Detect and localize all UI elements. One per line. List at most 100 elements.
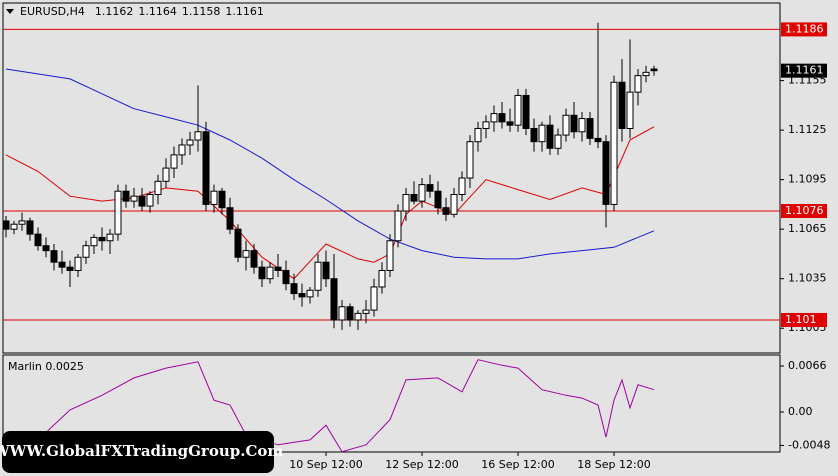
candle-body bbox=[378, 269, 386, 288]
candle-body bbox=[290, 283, 298, 295]
candle-body bbox=[458, 177, 466, 196]
y-tick-label: 1.1035 bbox=[788, 272, 827, 285]
x-tick-label: 10 Sep 12:00 bbox=[289, 458, 362, 471]
candle-body bbox=[306, 289, 314, 298]
plot-area bbox=[2, 2, 781, 354]
candle-body bbox=[50, 250, 58, 263]
candle-body bbox=[98, 236, 106, 242]
candle-body bbox=[642, 71, 650, 77]
candle-body bbox=[618, 81, 626, 129]
candle-body bbox=[522, 94, 530, 129]
candle-body bbox=[530, 127, 538, 143]
candle-body bbox=[202, 131, 210, 205]
candle-body bbox=[370, 286, 378, 311]
candle-body bbox=[538, 124, 546, 143]
candle-body bbox=[474, 127, 482, 143]
candle-body bbox=[394, 210, 402, 242]
candle-body bbox=[274, 266, 282, 271]
candle-body bbox=[402, 194, 410, 212]
candle-body bbox=[626, 91, 634, 129]
level-label: 1.1186 bbox=[785, 22, 824, 35]
candle-body bbox=[354, 312, 362, 321]
candle-body bbox=[298, 293, 306, 298]
candle-body bbox=[418, 184, 426, 202]
candle-body bbox=[434, 190, 442, 209]
symbol: EURUSD,H4 bbox=[20, 5, 85, 18]
candle-body bbox=[66, 266, 74, 271]
candle-body bbox=[138, 195, 146, 207]
candle-body bbox=[426, 184, 434, 192]
candle-body bbox=[218, 190, 226, 209]
candle-body bbox=[178, 144, 186, 156]
candle-body bbox=[562, 114, 570, 136]
candle-body bbox=[154, 180, 162, 196]
x-tick-label: 12 Sep 12:00 bbox=[385, 458, 458, 471]
candle-body bbox=[90, 236, 98, 247]
header-price: 1.1158 bbox=[182, 5, 221, 18]
candle-body bbox=[226, 207, 234, 230]
candle-body bbox=[450, 194, 458, 215]
level-label-box bbox=[781, 22, 827, 37]
header-price: 1.1164 bbox=[138, 5, 177, 18]
watermark: WWW.GlobalFXTradingGroup.Com bbox=[0, 431, 283, 473]
watermark-text: WWW.GlobalFXTradingGroup.Com bbox=[0, 442, 283, 460]
candle-body bbox=[570, 114, 578, 133]
indicator-title: Marlin 0.0025 bbox=[8, 360, 84, 373]
candle-body bbox=[346, 306, 354, 321]
candle-body bbox=[82, 245, 90, 258]
candle-body bbox=[122, 190, 130, 202]
y-tick-label: 1.1125 bbox=[788, 123, 827, 136]
candle-body bbox=[258, 266, 266, 280]
candle-body bbox=[18, 220, 26, 225]
candle-body bbox=[330, 278, 338, 321]
x-tick-label: 16 Sep 12:00 bbox=[481, 458, 554, 471]
y-tick-label: 0.00 bbox=[788, 405, 813, 418]
candle-body bbox=[610, 81, 618, 205]
candle-body bbox=[466, 141, 474, 179]
candle-body bbox=[42, 245, 50, 252]
header: EURUSD,H4 1.1162 1.1164 1.1158 1.1161 bbox=[20, 5, 264, 18]
candle-body bbox=[242, 250, 250, 258]
candle-body bbox=[74, 256, 82, 271]
indicator-line bbox=[5, 359, 655, 453]
y-tick-label: 0.0066 bbox=[788, 359, 827, 372]
candle-body bbox=[514, 94, 522, 126]
last-price-box bbox=[781, 63, 827, 78]
candle-body bbox=[650, 68, 658, 72]
candle-body bbox=[442, 207, 450, 215]
level-label: 1.1076 bbox=[785, 204, 824, 217]
candle-body bbox=[322, 261, 330, 280]
candle-body bbox=[362, 309, 370, 314]
candle-body bbox=[490, 113, 498, 123]
candle-body bbox=[410, 194, 418, 202]
last-price-label: 1.1161 bbox=[785, 64, 824, 77]
candle-body bbox=[578, 118, 586, 133]
candle-body bbox=[106, 233, 114, 242]
candle-body bbox=[170, 154, 178, 169]
candle-body bbox=[314, 261, 322, 291]
candle-body bbox=[194, 131, 202, 141]
candle-body bbox=[162, 167, 170, 182]
candle-body bbox=[482, 121, 490, 129]
candle-body bbox=[146, 194, 154, 207]
candle-body bbox=[594, 137, 602, 143]
indicator-line bbox=[5, 68, 655, 260]
level-label-box bbox=[781, 204, 827, 219]
candle-body bbox=[282, 269, 290, 285]
menu-triangle bbox=[6, 9, 14, 14]
candle-body bbox=[26, 220, 34, 235]
candle-body bbox=[266, 266, 274, 280]
y-tick-label: 1.1095 bbox=[788, 173, 827, 186]
candle-body bbox=[10, 223, 18, 230]
candle-body bbox=[602, 141, 610, 205]
candle-body bbox=[234, 228, 242, 258]
candle-body bbox=[210, 190, 218, 205]
level-label-box bbox=[781, 312, 827, 327]
header-price: 1.1161 bbox=[225, 5, 264, 18]
candle-body bbox=[250, 250, 258, 268]
candle-body bbox=[34, 233, 42, 247]
candle-body bbox=[586, 118, 594, 139]
candle-body bbox=[554, 134, 562, 149]
header-price: 1.1162 bbox=[95, 5, 134, 18]
